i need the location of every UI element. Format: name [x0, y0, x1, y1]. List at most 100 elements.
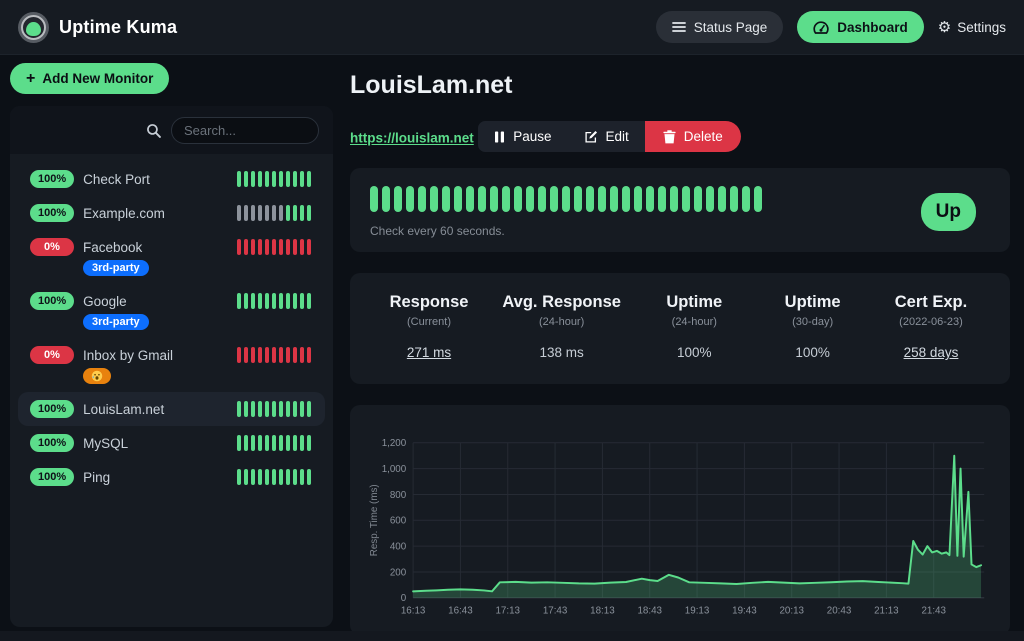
heartbeat-bar-small	[236, 293, 311, 309]
status-badge: Up	[920, 193, 976, 231]
monitor-list-item[interactable]: 100% Check Port	[18, 162, 325, 196]
monitor-name: LouisLam.net	[83, 401, 165, 417]
beat-down	[306, 239, 311, 255]
beat-up	[243, 171, 248, 187]
beat-up	[250, 171, 255, 187]
edit-pencil-icon	[584, 130, 597, 143]
monitor-tags: 3rd-party	[83, 314, 311, 330]
add-new-monitor-button[interactable]: + Add New Monitor	[10, 63, 170, 94]
tag-badge: 3rd-party	[83, 314, 149, 330]
beat-up	[278, 469, 283, 485]
heartbeat-bar[interactable]	[370, 186, 901, 212]
monitor-name: Example.com	[83, 205, 165, 221]
stat-value[interactable]: 258 days	[903, 345, 959, 360]
beat-pending	[236, 205, 241, 221]
stat-title: Response	[389, 293, 469, 311]
status-page-button[interactable]: Status Page	[655, 11, 784, 43]
beat-up	[292, 293, 297, 309]
beat-up	[264, 293, 269, 309]
stat-value[interactable]: 271 ms	[406, 345, 452, 360]
beat-up	[299, 293, 304, 309]
edit-button[interactable]: Edit	[567, 121, 645, 152]
stat-value: 100%	[795, 345, 830, 360]
monitor-name: Facebook	[83, 239, 143, 255]
stat-value: 138 ms	[539, 345, 584, 360]
monitor-list-item[interactable]: 0% Facebook 3rd-party	[18, 230, 325, 284]
search-input[interactable]	[171, 116, 319, 144]
stat-subtitle: (24-hour)	[671, 316, 717, 328]
beat-up	[562, 186, 570, 212]
monitor-list-item[interactable]: 100% LouisLam.net	[18, 392, 325, 426]
monitor-actions: Pause Edit Delete	[478, 121, 741, 152]
stat-column: Uptime (30-day) 100%	[768, 293, 858, 360]
page-title: LouisLam.net	[350, 71, 513, 99]
beat-down	[243, 239, 248, 255]
beat-down	[299, 347, 304, 363]
list-icon	[671, 22, 686, 32]
beat-up	[634, 186, 642, 212]
svg-text:17:43: 17:43	[543, 606, 568, 617]
beat-up	[299, 171, 304, 187]
beat-up	[730, 186, 738, 212]
monitor-tags	[83, 368, 311, 384]
navbar-actions: Status Page Dashboard ⚙ Settings	[655, 11, 1006, 43]
monitor-list-item[interactable]: 100% Ping	[18, 460, 325, 494]
monitor-panel: 100% Check Port 100% Example.com 0% Face…	[10, 106, 333, 627]
beat-up	[306, 205, 311, 221]
crying-face-emoji-icon	[91, 370, 103, 382]
beat-up	[306, 401, 311, 417]
beat-up	[250, 401, 255, 417]
beat-up	[236, 401, 241, 417]
heartbeat-bar-small	[236, 239, 311, 255]
beat-up	[264, 401, 269, 417]
stats-card: Response (Current) 271 ms Avg. Response …	[350, 273, 1010, 384]
beat-up	[236, 293, 241, 309]
emoji-tag-badge	[83, 368, 111, 384]
app-brand[interactable]: Uptime Kuma	[18, 11, 177, 43]
beat-up	[292, 435, 297, 451]
beat-up	[370, 186, 378, 212]
beat-up	[394, 186, 402, 212]
beat-pending	[278, 205, 283, 221]
monitor-list-item[interactable]: 100% MySQL	[18, 426, 325, 460]
beat-up	[250, 435, 255, 451]
uptime-badge: 100%	[30, 400, 75, 418]
pause-button[interactable]: Pause	[478, 121, 568, 152]
svg-text:400: 400	[390, 542, 407, 553]
settings-button[interactable]: ⚙ Settings	[938, 20, 1006, 35]
beat-down	[257, 239, 262, 255]
dashboard-button[interactable]: Dashboard	[797, 11, 924, 43]
monitor-list-item[interactable]: 100% Example.com	[18, 196, 325, 230]
svg-text:200: 200	[390, 567, 407, 578]
monitor-url-link[interactable]: https://louislam.net	[350, 130, 474, 146]
delete-button[interactable]: Delete	[644, 121, 741, 152]
svg-text:0: 0	[401, 593, 407, 604]
beat-down	[236, 239, 241, 255]
heartbeat-bar-small	[236, 401, 311, 417]
beat-up	[250, 469, 255, 485]
beat-up	[285, 293, 290, 309]
beat-down	[250, 239, 255, 255]
beat-up	[574, 186, 582, 212]
dashboard-label: Dashboard	[837, 19, 908, 35]
beat-pending	[271, 205, 276, 221]
beat-up	[285, 205, 290, 221]
beat-up	[285, 469, 290, 485]
beat-up	[264, 171, 269, 187]
search-icon	[147, 123, 161, 138]
beat-up	[299, 435, 304, 451]
heartbeat-bar-small	[236, 347, 311, 363]
beat-up	[278, 171, 283, 187]
heartbeat-bar-small	[236, 205, 311, 221]
beat-up	[682, 186, 690, 212]
uptime-badge: 100%	[30, 204, 75, 222]
svg-text:21:43: 21:43	[921, 606, 946, 617]
beat-up	[694, 186, 702, 212]
beat-up	[490, 186, 498, 212]
beat-up	[271, 469, 276, 485]
trash-icon	[663, 129, 676, 143]
monitor-list-item[interactable]: 0% Inbox by Gmail	[18, 338, 325, 392]
monitor-list-item[interactable]: 100% Google 3rd-party	[18, 284, 325, 338]
beat-up	[257, 293, 262, 309]
plus-icon: +	[26, 69, 36, 87]
